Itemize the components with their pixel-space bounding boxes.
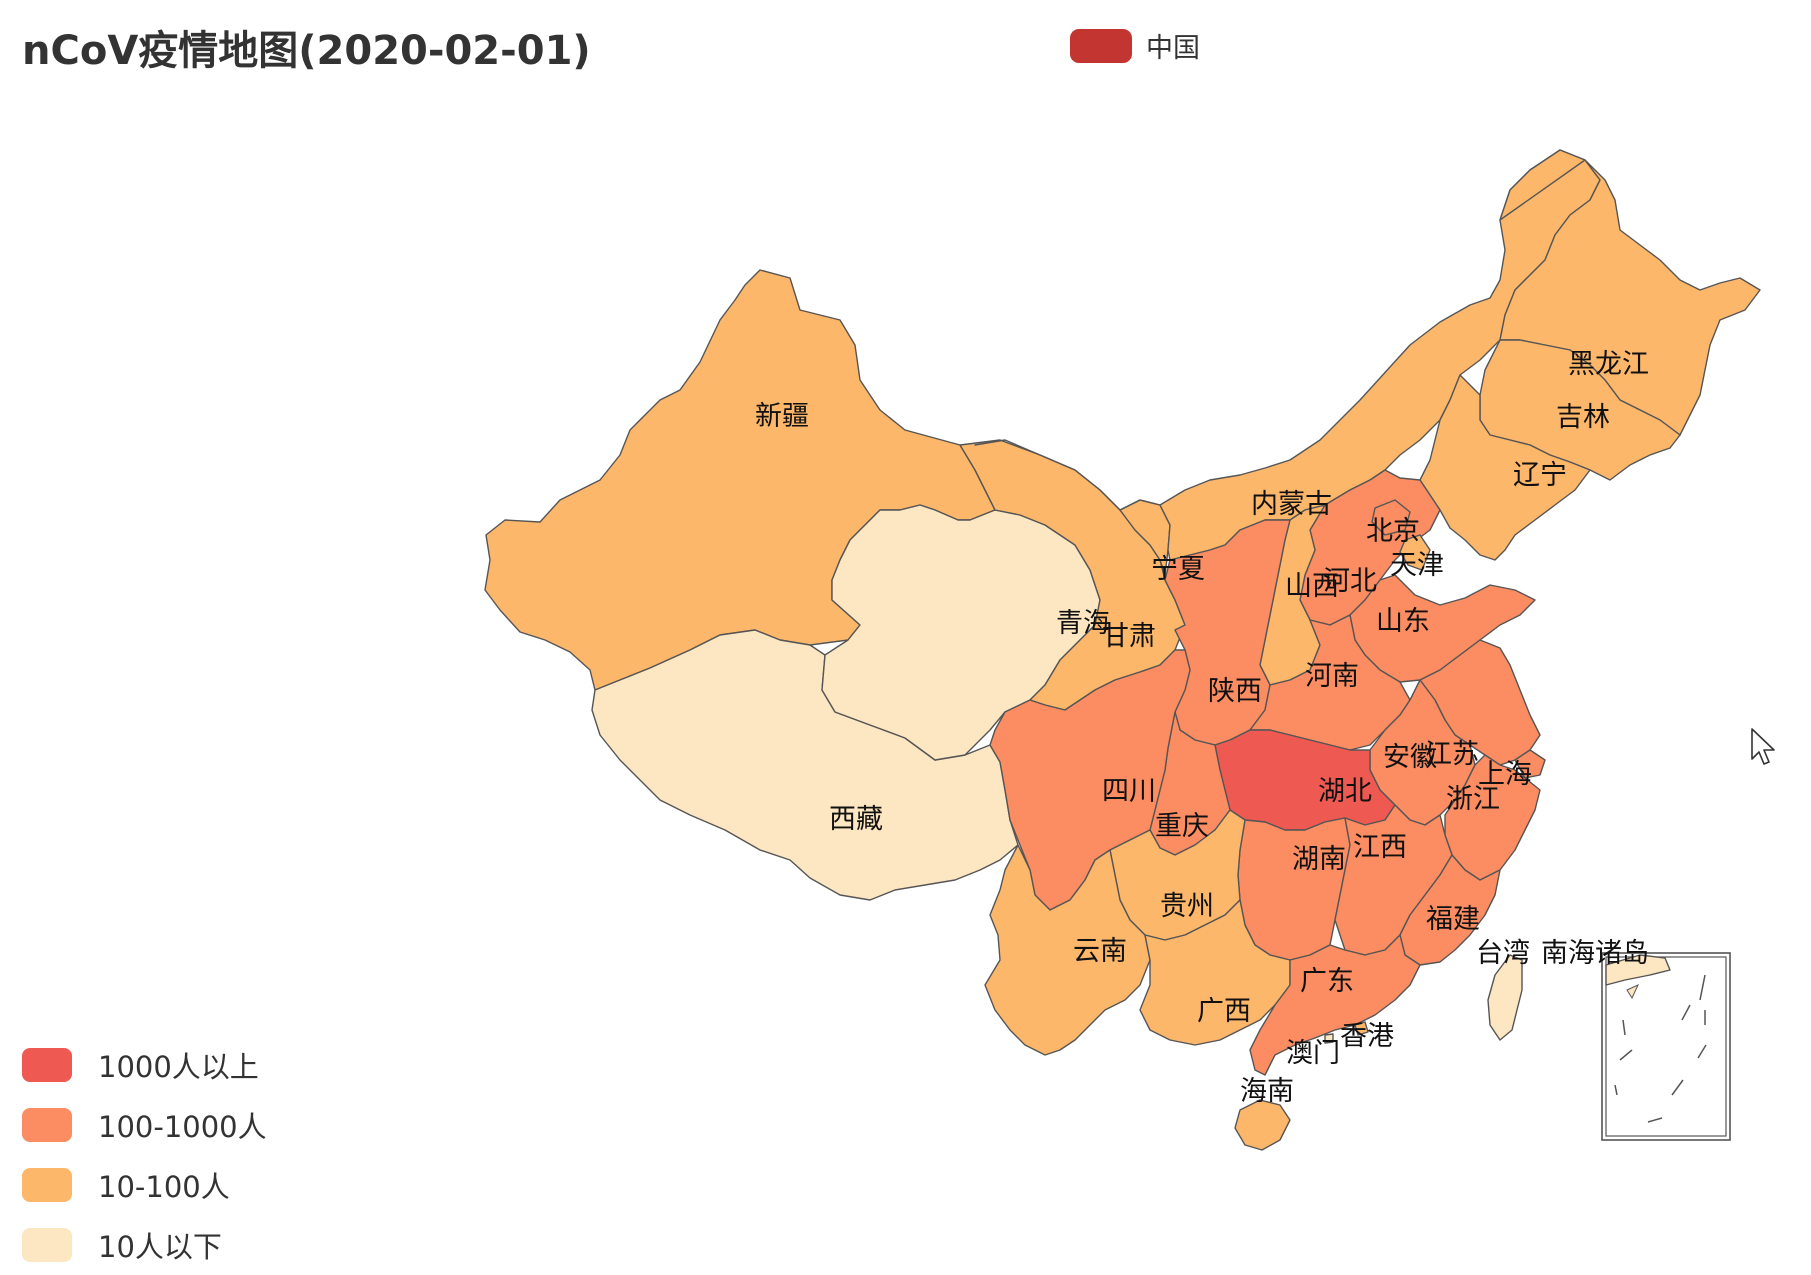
- label-shanghai: 上海: [1478, 759, 1532, 790]
- region-hainan[interactable]: [1234, 1099, 1291, 1151]
- label-henan: 河南: [1305, 661, 1359, 692]
- label-zhejiang: 浙江: [1446, 784, 1500, 815]
- label-qinghai: 青海: [1056, 608, 1110, 639]
- region-yunnan[interactable]: [984, 844, 1151, 1056]
- region-shanghai[interactable]: [1514, 749, 1546, 779]
- label-hubei: 湖北: [1318, 776, 1372, 807]
- region-guangdong[interactable]: [1249, 934, 1421, 1076]
- region-aomen[interactable]: [1324, 1033, 1334, 1044]
- region-xianggang[interactable]: [1354, 1021, 1369, 1036]
- nanhai-dash-icon: [1681, 974, 1706, 1025]
- region-hunan[interactable]: [1237, 817, 1351, 961]
- region-fujian[interactable]: [1399, 854, 1501, 966]
- label-guangdong: 广东: [1300, 966, 1354, 997]
- nanhai-island-icon: [1626, 983, 1640, 1000]
- mouse-cursor-icon: [1751, 728, 1775, 765]
- region-sichuan[interactable]: [989, 649, 1191, 911]
- label-guizhou: 贵州: [1160, 891, 1214, 922]
- series-legend-label[interactable]: 中国: [1146, 33, 1200, 64]
- legend-label-1000plus[interactable]: 1000人以上: [98, 1050, 259, 1084]
- province-labels: 新疆 西藏 青海 甘肃 宁夏 内蒙古 黑龙江 吉林 辽宁 北京 天津 河北 山西…: [755, 349, 1649, 1107]
- label-hebei: 河北: [1323, 566, 1377, 597]
- series-legend-swatch[interactable]: [1070, 28, 1132, 63]
- label-chongqing: 重庆: [1155, 811, 1209, 842]
- region-heilongjiang[interactable]: [1499, 149, 1761, 436]
- label-jiangxi: 江西: [1353, 832, 1407, 863]
- series-legend[interactable]: 中国: [1070, 26, 1200, 65]
- label-jiangsu: 江苏: [1425, 739, 1479, 770]
- label-gansu: 甘肃: [1102, 621, 1156, 652]
- nanhai-inset-frame: [1601, 952, 1731, 1141]
- region-xizang[interactable]: [591, 629, 1019, 901]
- nanhai-inset: [1601, 952, 1731, 1141]
- label-hunan: 湖南: [1292, 844, 1346, 875]
- legend-piece-1000plus[interactable]: 1000人以上: [22, 1035, 267, 1095]
- legend-swatch-1000plus[interactable]: [22, 1048, 72, 1082]
- region-beijing[interactable]: [1371, 499, 1411, 536]
- visualmap-legend: 1000人以上 100-1000人 10-100人 10人以下: [22, 1035, 267, 1275]
- legend-label-under10[interactable]: 10人以下: [98, 1230, 222, 1264]
- legend-piece-10-100[interactable]: 10-100人: [22, 1155, 267, 1215]
- region-tianjin[interactable]: [1399, 534, 1431, 571]
- label-ningxia: 宁夏: [1151, 554, 1205, 585]
- label-shanxi: 山西: [1285, 571, 1339, 602]
- label-beijing: 北京: [1366, 516, 1420, 547]
- label-fujian: 福建: [1426, 904, 1480, 935]
- label-xinjiang: 新疆: [755, 401, 809, 432]
- label-hainan: 海南: [1240, 1076, 1294, 1107]
- label-guangxi: 广西: [1197, 996, 1251, 1027]
- label-sichuan: 四川: [1102, 776, 1156, 807]
- label-heilongjiang: 黑龙江: [1568, 349, 1649, 380]
- label-nanhai: 南海诸岛: [1541, 938, 1649, 969]
- legend-label-10-100[interactable]: 10-100人: [98, 1170, 230, 1204]
- label-taiwan: 台湾: [1476, 938, 1530, 969]
- label-shaanxi: 陕西: [1208, 676, 1262, 707]
- legend-piece-under10[interactable]: 10人以下: [22, 1215, 267, 1275]
- label-jilin: 吉林: [1556, 402, 1610, 433]
- region-nanhai[interactable]: [1605, 954, 1671, 986]
- label-neimenggu: 内蒙古: [1251, 489, 1332, 520]
- label-liaoning: 辽宁: [1513, 460, 1567, 491]
- label-tianjin: 天津: [1390, 550, 1444, 581]
- label-yunnan: 云南: [1073, 936, 1127, 967]
- legend-swatch-under10[interactable]: [22, 1228, 72, 1262]
- legend-label-100-1000[interactable]: 100-1000人: [98, 1110, 267, 1144]
- label-shandong: 山东: [1376, 606, 1430, 637]
- label-anhui: 安徽: [1383, 742, 1437, 773]
- nanhai-dash-lines-icon: [1614, 1019, 1707, 1123]
- label-aomen: 澳门: [1286, 1038, 1340, 1069]
- legend-swatch-100-1000[interactable]: [22, 1108, 72, 1142]
- map-title: nCoV疫情地图(2020-02-01): [22, 28, 591, 74]
- nanhai-inset-inner-frame: [1605, 956, 1727, 1137]
- label-xianggang: 香港: [1340, 1021, 1394, 1052]
- legend-swatch-10-100[interactable]: [22, 1168, 72, 1202]
- label-xizang: 西藏: [829, 804, 883, 835]
- region-taiwan[interactable]: [1487, 954, 1523, 1041]
- legend-piece-100-1000[interactable]: 100-1000人: [22, 1095, 267, 1155]
